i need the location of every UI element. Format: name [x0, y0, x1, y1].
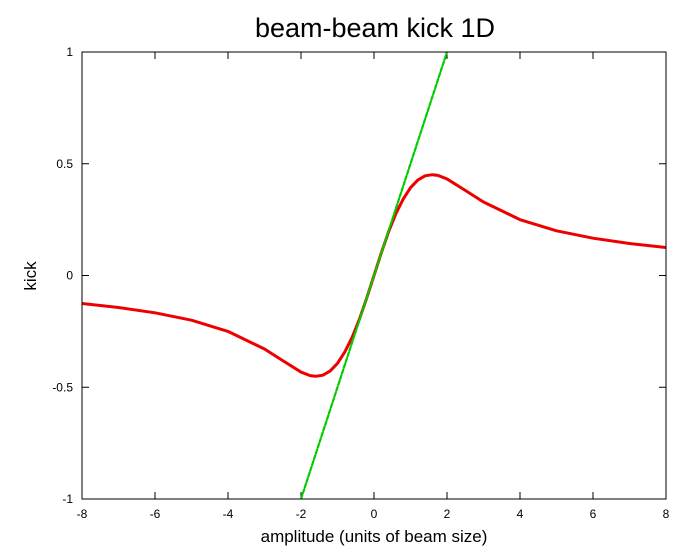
plot-series	[82, 52, 666, 499]
y-tick-label: 0.5	[56, 157, 73, 171]
x-axis-label: amplitude (units of beam size)	[261, 527, 488, 546]
y-tick-label: 0	[66, 269, 73, 283]
x-tick-label: 6	[590, 507, 597, 521]
series-line-linear	[299, 52, 449, 499]
x-tick-label: 2	[444, 507, 451, 521]
plot-frame	[81, 51, 667, 500]
y-tick-label: -0.5	[52, 380, 73, 394]
y-axis-label: kick	[21, 261, 40, 291]
x-tick-label: -6	[150, 507, 161, 521]
y-axis: -1 -0.5 0 0.5 1	[52, 45, 666, 506]
y-tick-label: 1	[66, 45, 73, 59]
x-tick-label: -2	[296, 507, 307, 521]
x-tick-label: -4	[223, 507, 234, 521]
x-tick-label: 0	[371, 507, 378, 521]
x-tick-label: 8	[663, 507, 670, 521]
y-tick-label: -1	[62, 492, 73, 506]
x-tick-label: 4	[517, 507, 524, 521]
x-axis: -8 -6 -4 -2 0 2 4 6 8	[77, 52, 670, 521]
chart-title: beam-beam kick 1D	[255, 13, 495, 43]
x-tick-label: -8	[77, 507, 88, 521]
